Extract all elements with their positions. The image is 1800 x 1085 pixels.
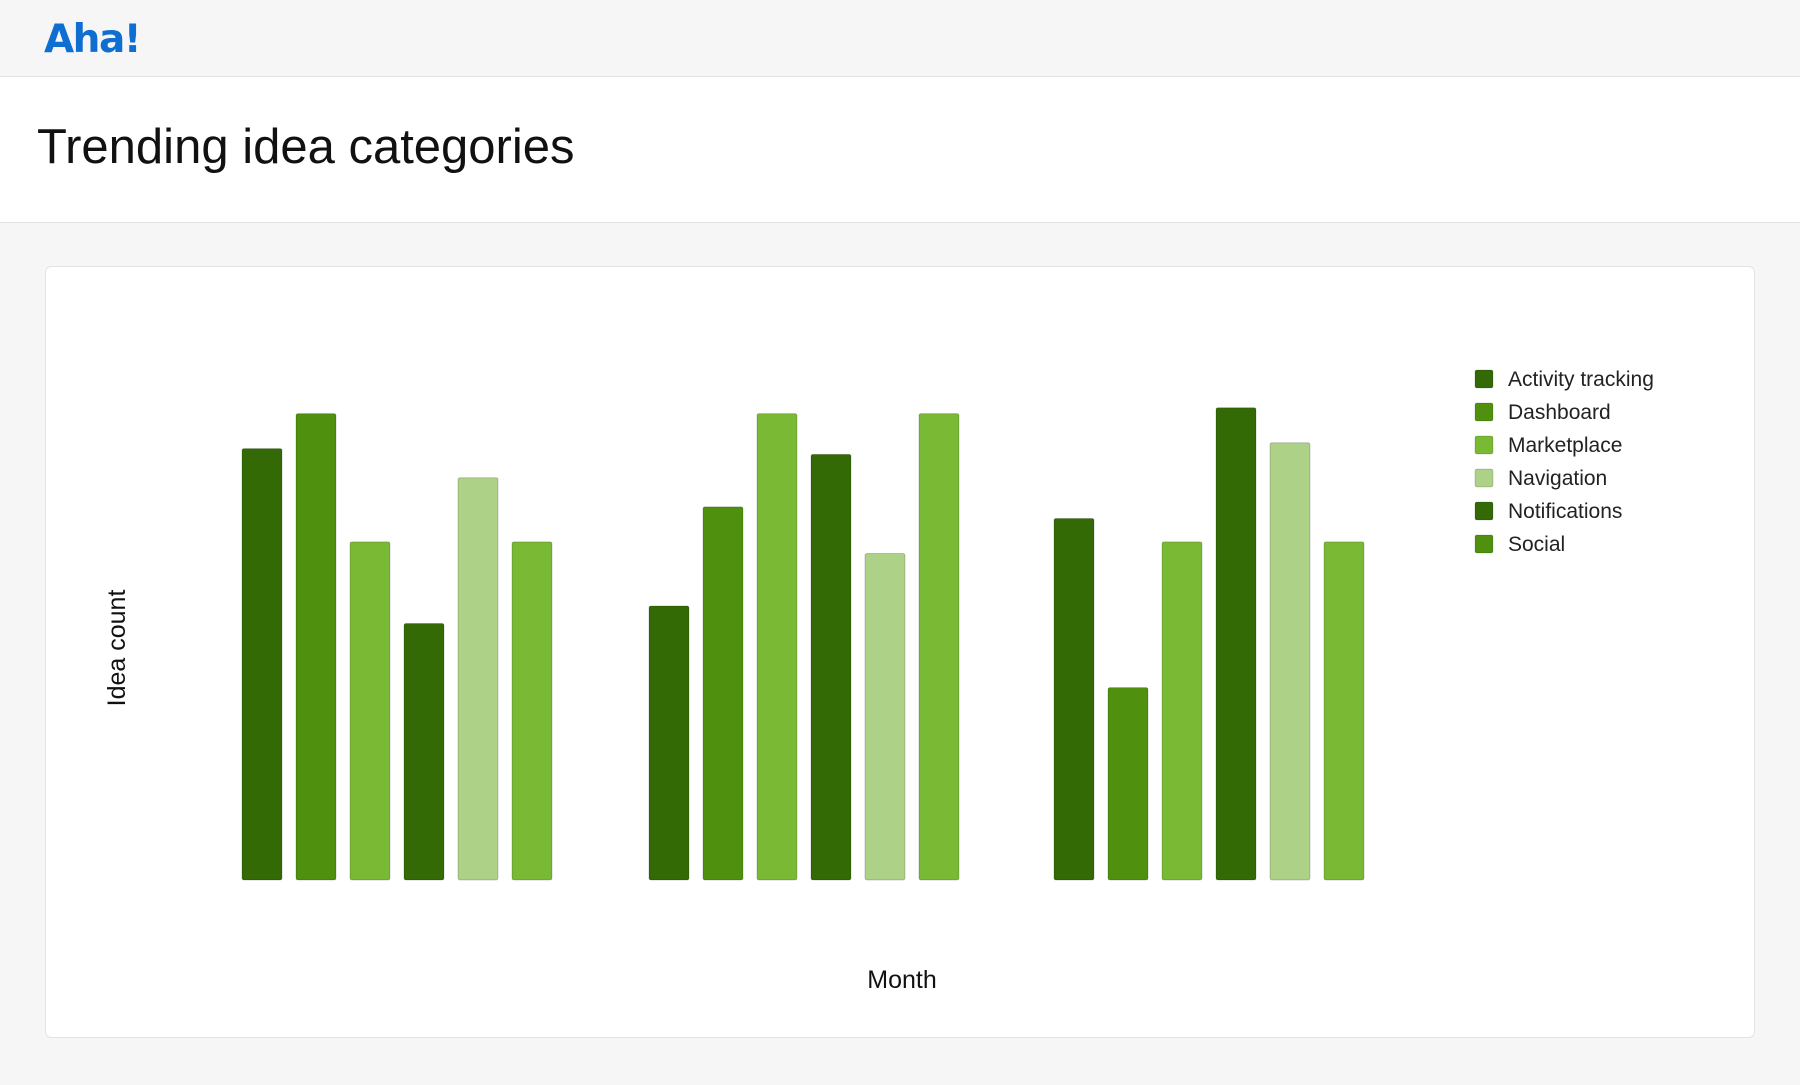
chart-card: Idea count Month Activity tracking Dashbo… xyxy=(45,266,1755,1038)
legend-label-notifications[interactable]: Notifications xyxy=(1508,500,1622,523)
bar-notifications-group-2[interactable] xyxy=(810,453,852,881)
bar-marketplace-group-3[interactable] xyxy=(1161,541,1203,881)
legend-label-dashboard[interactable]: Dashboard xyxy=(1508,401,1611,424)
bar-navigation-group-1[interactable] xyxy=(457,477,499,881)
legend-swatch-dashboard xyxy=(1474,402,1494,422)
bar-social-group-1[interactable] xyxy=(511,541,553,881)
bar-marketplace-group-1[interactable] xyxy=(349,541,391,881)
legend-swatch-notifications xyxy=(1474,501,1494,521)
bar-activity-tracking-group-3[interactable] xyxy=(1053,518,1095,881)
legend-swatch-navigation xyxy=(1474,468,1494,488)
bar-activity-tracking-group-2[interactable] xyxy=(648,605,690,881)
page-title: Trending idea categories xyxy=(37,120,575,174)
bar-marketplace-group-2[interactable] xyxy=(756,413,798,881)
bars-group xyxy=(241,407,1365,881)
aha-logo[interactable]: Aha! xyxy=(44,17,142,62)
legend-label-activity-tracking[interactable]: Activity tracking xyxy=(1508,368,1654,391)
y-axis-label: Idea count xyxy=(103,590,131,707)
bar-dashboard-group-1[interactable] xyxy=(295,413,337,881)
bar-activity-tracking-group-1[interactable] xyxy=(241,448,283,881)
legend-swatch-social xyxy=(1474,534,1494,554)
legend-swatch-marketplace xyxy=(1474,435,1494,455)
title-bar: Trending idea categories xyxy=(0,77,1800,223)
bar-notifications-group-1[interactable] xyxy=(403,622,445,881)
bar-navigation-group-2[interactable] xyxy=(864,553,906,881)
bar-chart: Idea count Month Activity tracking Dashbo… xyxy=(103,368,1654,994)
legend-label-marketplace[interactable]: Marketplace xyxy=(1508,434,1622,457)
bar-social-group-2[interactable] xyxy=(918,413,960,881)
legend-swatch-activity-tracking xyxy=(1474,369,1494,389)
legend: Activity tracking Dashboard Marketplace Nav… xyxy=(1474,368,1654,556)
top-bar: Aha! xyxy=(0,0,1800,77)
bar-notifications-group-3[interactable] xyxy=(1215,407,1257,881)
bar-navigation-group-3[interactable] xyxy=(1269,442,1311,881)
bar-dashboard-group-2[interactable] xyxy=(702,506,744,881)
x-axis-label: Month xyxy=(867,966,936,994)
bar-dashboard-group-3[interactable] xyxy=(1107,687,1149,881)
legend-label-navigation[interactable]: Navigation xyxy=(1508,467,1607,490)
bar-social-group-3[interactable] xyxy=(1323,541,1365,881)
legend-label-social[interactable]: Social xyxy=(1508,533,1565,556)
